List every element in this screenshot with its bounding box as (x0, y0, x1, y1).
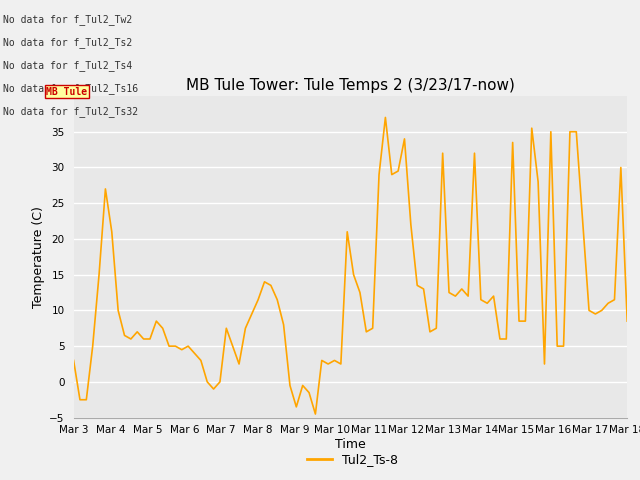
Text: MB Tule: MB Tule (46, 86, 87, 96)
Text: No data for f_Tul2_Tw2: No data for f_Tul2_Tw2 (3, 13, 132, 24)
Tul2_Ts-8 (407, 222, 415, 228)
Tul2_Ts-8 (381, 115, 389, 120)
Line: Tul2_Ts-8: Tul2_Ts-8 (74, 118, 627, 414)
Tul2_Ts-8 (70, 358, 77, 363)
Text: No data for f_Tul2_Ts2: No data for f_Tul2_Ts2 (3, 36, 132, 48)
Text: No data for f_Tul2_Ts4: No data for f_Tul2_Ts4 (3, 60, 132, 71)
Tul2_Ts-8 (515, 318, 523, 324)
Tul2_Ts-8 (223, 325, 230, 331)
Text: No data for f_Tul2_Ts32: No data for f_Tul2_Ts32 (3, 106, 138, 117)
Title: MB Tule Tower: Tule Temps 2 (3/23/17-now): MB Tule Tower: Tule Temps 2 (3/23/17-now… (186, 78, 515, 94)
Legend: Tul2_Ts-8: Tul2_Ts-8 (301, 448, 403, 471)
Tul2_Ts-8 (229, 343, 237, 349)
Y-axis label: Temperature (C): Temperature (C) (32, 206, 45, 308)
Tul2_Ts-8 (623, 318, 631, 324)
Text: No data for f_Tul2_Ts16: No data for f_Tul2_Ts16 (3, 83, 138, 94)
Tul2_Ts-8 (312, 411, 319, 417)
Tul2_Ts-8 (349, 272, 357, 277)
Tul2_Ts-8 (83, 397, 90, 403)
X-axis label: Time: Time (335, 438, 366, 451)
